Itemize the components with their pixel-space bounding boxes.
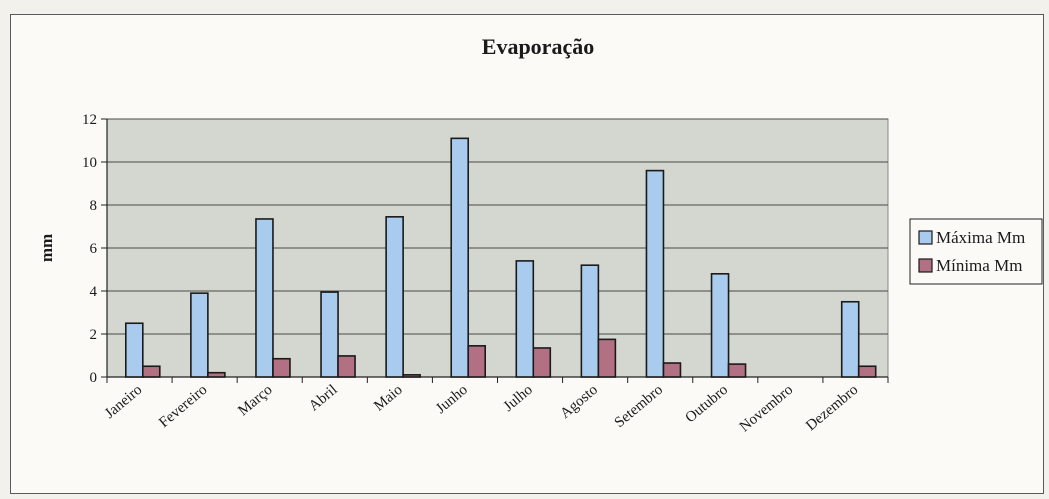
x-tick-label: Janeiro	[102, 382, 145, 422]
bar-minima	[337, 355, 356, 378]
x-tick-label: Julho	[501, 382, 536, 415]
chart-title: Evaporação	[482, 34, 594, 59]
legend-swatch	[918, 258, 933, 273]
bar-minima	[597, 338, 617, 378]
bar-minima	[272, 357, 291, 378]
bar-minima	[141, 365, 161, 378]
y-tick-label: 12	[82, 112, 97, 128]
x-tick-label: Abril	[306, 382, 341, 415]
bar-minima	[467, 345, 487, 378]
bar-maxima	[840, 300, 860, 378]
bar-maxima	[255, 218, 274, 378]
bar-maxima	[124, 322, 144, 378]
y-axis-label: mm	[37, 234, 56, 262]
y-tick-label: 8	[90, 198, 98, 214]
bar-maxima	[710, 272, 730, 378]
bar-minima	[727, 363, 747, 378]
x-tick-label: Dezembro	[803, 382, 861, 434]
x-tick-label: Agosto	[557, 382, 600, 422]
x-tick-label: Outubro	[683, 382, 732, 426]
bar-maxima	[190, 292, 209, 378]
y-tick-label: 10	[82, 155, 97, 171]
legend-swatch	[918, 230, 933, 245]
x-tick-label: Fevereiro	[156, 382, 210, 431]
x-tick-label: Junho	[433, 382, 471, 417]
bar-maxima	[450, 137, 470, 378]
x-tick-label: Maio	[371, 382, 406, 415]
bar-maxima	[515, 260, 535, 378]
bar-maxima	[320, 291, 339, 378]
bar-minima	[857, 365, 877, 378]
legend-box	[909, 218, 1043, 285]
bar-minima	[402, 374, 421, 378]
y-tick-label: 6	[90, 241, 98, 257]
x-tick-label: Novembro	[737, 382, 796, 435]
x-tick-label: Março	[235, 382, 275, 419]
bar-maxima	[385, 216, 404, 378]
bar-minima	[207, 371, 226, 378]
legend: Máxima Mm Mínima Mm	[909, 218, 1043, 285]
bar-minima	[532, 347, 552, 378]
legend-label: Mínima Mm	[936, 256, 1022, 275]
legend-label: Máxima Mm	[936, 228, 1025, 247]
y-tick-label: 0	[90, 370, 98, 386]
bar-minima	[662, 362, 682, 378]
bar-maxima	[645, 169, 665, 378]
bar-maxima	[580, 264, 600, 378]
x-tick-label: Setembro	[612, 382, 666, 431]
y-tick-label: 4	[90, 284, 98, 300]
y-tick-label: 2	[90, 327, 98, 343]
